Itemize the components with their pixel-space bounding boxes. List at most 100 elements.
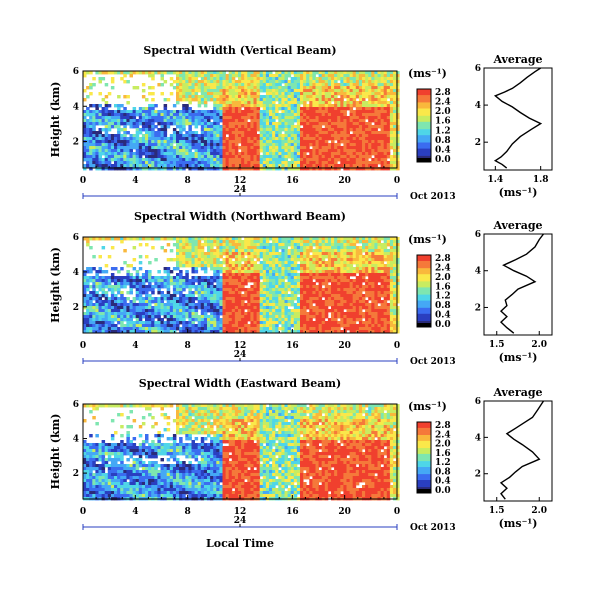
heatmap-cell xyxy=(256,258,261,262)
heatmap-cell xyxy=(318,143,323,147)
heatmap-cell xyxy=(123,309,127,313)
heatmap-cell xyxy=(231,306,236,310)
heatmap-cell xyxy=(300,71,304,75)
heatmap-cell xyxy=(281,249,285,253)
heatmap-cell xyxy=(272,134,276,138)
heatmap-cell xyxy=(185,134,189,138)
colorbar-tick-label: 2.8 xyxy=(435,88,451,98)
heatmap-cell xyxy=(318,140,323,144)
heatmap-cell xyxy=(222,161,226,165)
heatmap-cell xyxy=(120,119,124,123)
heatmap-cell xyxy=(231,164,236,168)
heatmap-cell xyxy=(157,282,161,286)
heatmap-cell xyxy=(287,167,292,171)
heatmap-cell xyxy=(160,327,164,331)
heatmap-cell xyxy=(368,155,372,159)
heatmap-cell xyxy=(318,113,323,117)
heatmap-cell xyxy=(197,315,202,319)
heatmap-cell xyxy=(324,134,329,138)
heatmap-cell xyxy=(290,285,295,289)
heatmap-cell xyxy=(225,158,230,162)
heatmap-cell xyxy=(182,318,186,322)
heatmap-cell xyxy=(197,167,202,171)
heatmap-cell xyxy=(272,303,276,307)
heatmap-cell xyxy=(179,261,183,265)
heatmap-cell xyxy=(293,89,298,93)
heatmap-cell xyxy=(272,86,276,90)
heatmap-cell xyxy=(250,243,254,247)
heatmap-cell xyxy=(191,92,195,96)
heatmap-cell xyxy=(377,74,381,78)
heatmap-cell xyxy=(293,92,298,96)
heatmap-cell xyxy=(86,327,90,331)
heatmap-cell xyxy=(185,92,189,96)
heatmap-cell xyxy=(110,77,115,81)
heatmap-cell xyxy=(377,122,381,126)
heatmap-cell xyxy=(290,104,295,108)
heatmap-cell xyxy=(331,83,335,87)
heatmap-cell xyxy=(256,83,261,87)
heatmap-cell xyxy=(98,255,102,259)
heatmap-cell xyxy=(396,89,400,93)
heatmap-cell xyxy=(176,264,180,268)
heatmap-cell xyxy=(216,282,220,286)
heatmap-cell xyxy=(250,119,254,123)
heatmap-cell xyxy=(145,255,149,259)
heatmap-cell xyxy=(200,158,205,162)
heatmap-cell xyxy=(110,276,115,280)
heatmap-cell xyxy=(191,261,195,265)
heatmap-cell xyxy=(337,116,341,120)
heatmap-cell xyxy=(225,315,230,319)
heatmap-cell xyxy=(250,285,254,289)
heatmap-cell xyxy=(265,291,270,295)
heatmap-cell xyxy=(300,291,304,295)
heatmap-cell xyxy=(278,149,282,153)
heatmap-cell xyxy=(306,246,310,250)
heatmap-cell xyxy=(241,92,245,96)
heatmap-cell xyxy=(225,164,230,168)
heatmap-cell xyxy=(290,146,295,150)
heatmap-cell xyxy=(340,74,344,78)
heatmap-cell xyxy=(194,330,199,334)
heatmap-cell xyxy=(287,86,292,90)
heatmap-cell xyxy=(95,285,99,289)
heatmap-cell xyxy=(132,167,137,171)
heatmap-cell xyxy=(269,237,273,241)
heatmap-cell xyxy=(272,140,276,144)
heatmap-cell xyxy=(120,237,124,241)
heatmap-cell xyxy=(126,291,130,295)
heatmap-cell xyxy=(129,158,133,162)
heatmap-cell xyxy=(138,155,143,159)
heatmap-cell xyxy=(253,149,257,153)
heatmap-cell xyxy=(210,167,214,171)
heatmap-cell xyxy=(83,134,87,138)
heatmap-cell xyxy=(315,161,319,165)
heatmap-cell xyxy=(321,128,326,132)
heatmap-cell xyxy=(225,104,230,108)
heatmap-cell xyxy=(380,92,385,96)
heatmap-cell xyxy=(210,146,214,150)
heatmap-cell xyxy=(262,261,267,265)
heatmap-cell xyxy=(309,149,313,153)
heatmap-cell xyxy=(334,113,338,117)
heatmap-cell xyxy=(334,107,338,111)
heatmap-cell xyxy=(281,98,285,102)
heatmap-cell xyxy=(197,149,202,153)
heatmap-cell xyxy=(104,306,109,310)
heatmap-cell xyxy=(123,110,127,114)
heatmap-cell xyxy=(275,276,279,280)
heatmap-cell xyxy=(129,237,133,241)
heatmap-cell xyxy=(371,113,375,117)
heatmap-cell xyxy=(256,252,261,256)
heatmap-cell xyxy=(132,279,137,283)
heatmap-cell xyxy=(315,137,319,141)
heatmap-cell xyxy=(107,113,112,117)
heatmap-cell xyxy=(259,330,264,334)
heatmap-cell xyxy=(374,89,378,93)
heatmap-cell xyxy=(362,77,366,81)
heatmap-cell xyxy=(355,113,360,117)
heatmap-cell xyxy=(284,252,288,256)
heatmap-cell xyxy=(259,158,264,162)
heatmap-cell xyxy=(117,303,121,307)
heatmap-cell xyxy=(107,288,112,292)
